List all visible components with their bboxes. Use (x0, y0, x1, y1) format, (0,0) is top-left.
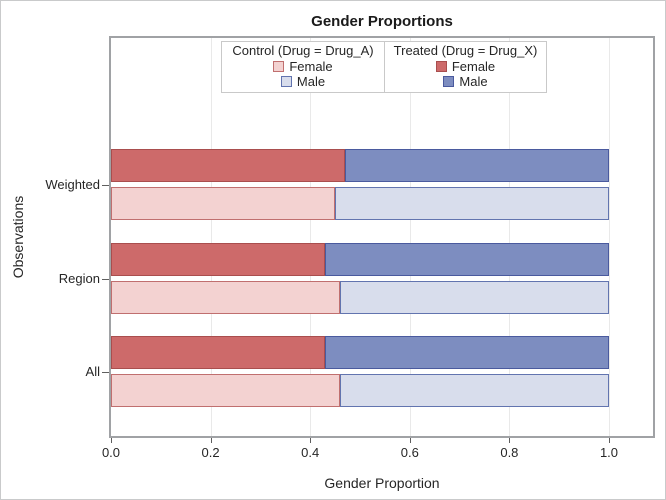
bar-weighted-lower-female (111, 187, 336, 220)
bar-region-lower-female (111, 280, 341, 314)
bar-region-upper-female (111, 242, 326, 276)
y-tick-mark (102, 372, 109, 373)
x-tick-mark (509, 438, 511, 443)
y-category-label-region: Region (58, 270, 100, 286)
x-axis-label: Gender Proportion (324, 475, 440, 491)
plot-area: Control (Drug = Drug_A) Female Male Treated… (109, 36, 655, 438)
bar-all-lower-male (340, 374, 609, 407)
gridline-0.2 (210, 38, 212, 436)
x-tick-label-0.2: 0.2 (201, 445, 220, 460)
gridline-0.8 (509, 38, 511, 436)
legend-swatch-icon (273, 61, 285, 72)
bar-all-upper-female (111, 336, 326, 369)
bar-weighted-upper-female (111, 149, 346, 182)
legend-swatch-icon (443, 76, 455, 87)
legend-panel-title: Treated (Drug = Drug_X) (393, 43, 538, 58)
bar-region-lower-male (340, 280, 609, 314)
legend-panel-0: Control (Drug = Drug_A) Female Male (222, 42, 384, 92)
y-category-label-all: All (85, 364, 100, 379)
chart-title: Gender Proportions (311, 13, 453, 30)
x-tick-label-0.6: 0.6 (400, 445, 419, 460)
legend-item-male: Male (385, 74, 546, 89)
y-tick-mark (102, 278, 109, 280)
x-tick-mark (409, 438, 411, 443)
y-category-label-weighted: Weighted (45, 177, 100, 192)
legend-panel-title: Control (Drug = Drug_A) (232, 43, 374, 58)
bar-weighted-upper-male (345, 149, 609, 182)
legend-item-female: Female (385, 59, 546, 74)
x-tick-mark (210, 438, 212, 443)
legend-item-label: Male (296, 74, 326, 89)
legend-item-female: Female (222, 59, 384, 74)
bar-all-upper-male (325, 336, 609, 369)
bar-weighted-lower-male (335, 187, 609, 220)
x-tick-label-0.8: 0.8 (500, 445, 519, 460)
x-tick-mark (111, 438, 112, 443)
x-tick-label-0.0: 0.0 (101, 445, 121, 460)
legend-item-label: Female (451, 59, 496, 74)
legend-swatch-icon (280, 76, 292, 87)
gridline-0.4 (310, 38, 312, 436)
bar-region-upper-male (325, 242, 609, 276)
legend-panel-1: Treated (Drug = Drug_X) Female Male (384, 42, 546, 92)
legend-item-label: Male (459, 74, 488, 89)
legend-item-male: Male (222, 74, 384, 89)
y-axis-label: Observations (10, 195, 26, 279)
gridline-1.0 (609, 38, 610, 436)
x-tick-label-1.0: 1.0 (599, 445, 619, 460)
x-tick-mark (609, 438, 610, 443)
legend: Control (Drug = Drug_A) Female Male Treated… (221, 41, 547, 93)
gridline-0.6 (409, 38, 411, 436)
x-tick-mark (310, 438, 312, 443)
y-tick-mark (102, 185, 109, 186)
legend-swatch-icon (435, 61, 447, 72)
legend-item-label: Female (289, 59, 333, 74)
x-tick-label-0.4: 0.4 (301, 445, 320, 460)
bar-all-lower-female (111, 374, 341, 407)
